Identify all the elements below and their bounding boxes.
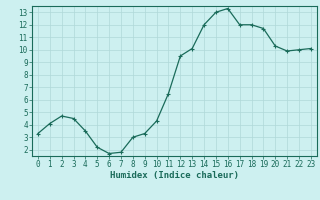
X-axis label: Humidex (Indice chaleur): Humidex (Indice chaleur) xyxy=(110,171,239,180)
